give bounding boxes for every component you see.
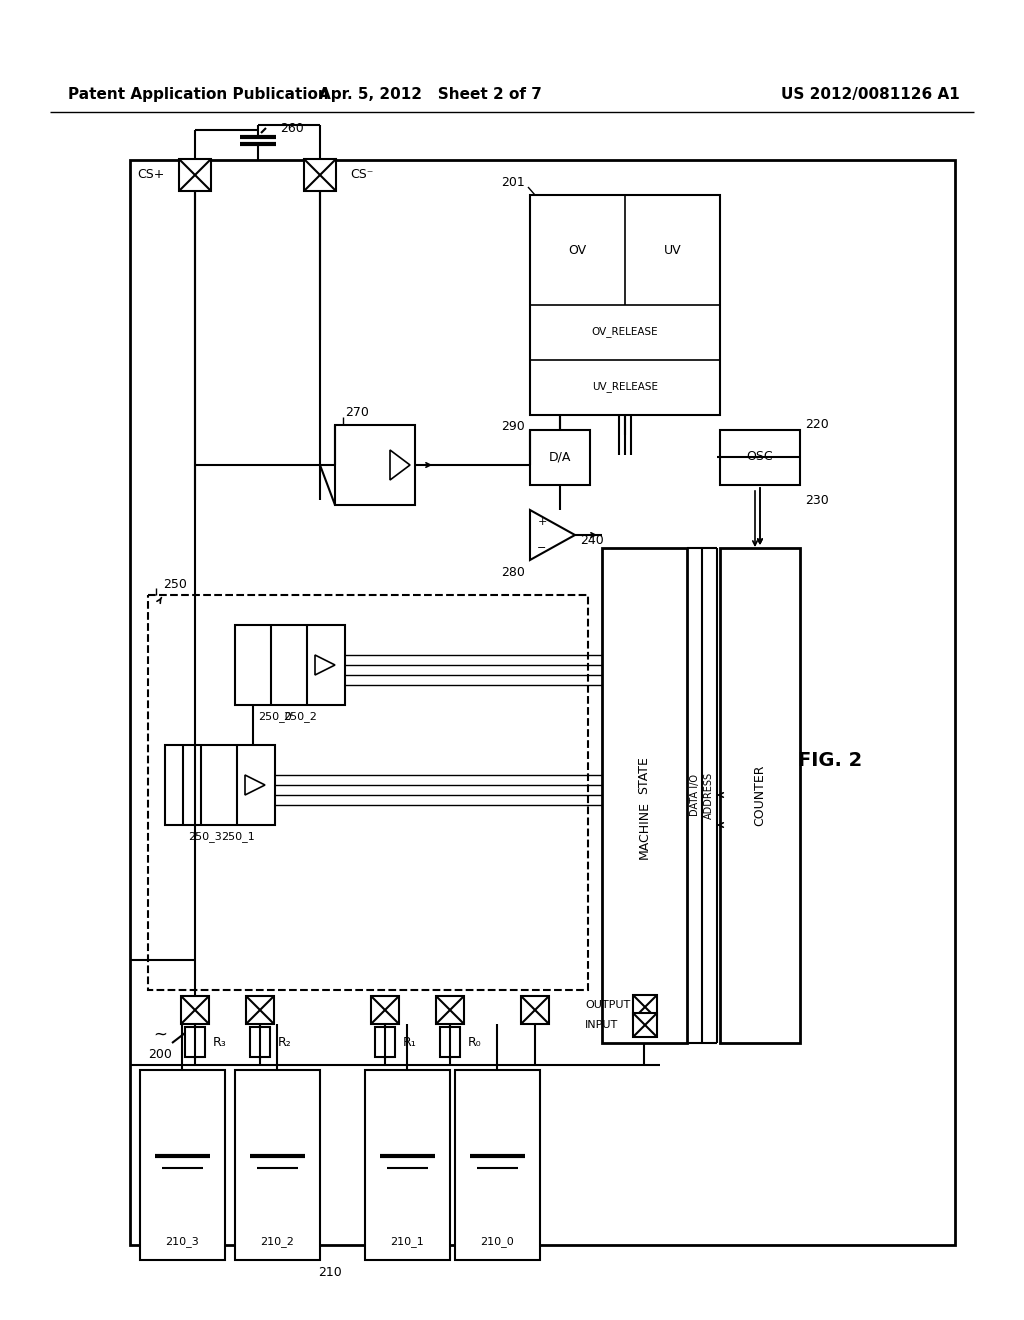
Polygon shape: [390, 450, 410, 480]
Text: 280: 280: [501, 565, 525, 578]
Bar: [720, 548, 800, 1043]
Text: 250: 250: [163, 578, 186, 591]
Text: 210_2: 210_2: [260, 1237, 294, 1247]
Text: R₀: R₀: [468, 1035, 481, 1048]
Bar: [602, 548, 687, 1043]
Text: 260: 260: [280, 121, 304, 135]
Text: 210: 210: [318, 1266, 342, 1279]
Text: COUNTER: COUNTER: [754, 764, 767, 826]
Text: MACHINE: MACHINE: [638, 801, 650, 859]
Polygon shape: [530, 510, 575, 560]
Text: OSC: OSC: [746, 450, 773, 463]
Text: 210_1: 210_1: [390, 1237, 424, 1247]
Text: OV_RELEASE: OV_RELEASE: [592, 326, 658, 338]
Text: −: −: [538, 543, 547, 553]
Polygon shape: [315, 655, 335, 675]
Text: R₂: R₂: [278, 1035, 292, 1048]
Bar: [234, 1071, 319, 1261]
Text: 250_1: 250_1: [221, 832, 255, 842]
Text: OUTPUT: OUTPUT: [585, 1001, 630, 1010]
Bar: [455, 1071, 540, 1261]
Bar: [335, 425, 415, 506]
Text: 210_3: 210_3: [165, 1237, 199, 1247]
Text: 290: 290: [502, 421, 525, 433]
Bar: [365, 1071, 450, 1261]
Text: D/A: D/A: [549, 450, 571, 463]
Bar: [234, 624, 345, 705]
Text: UV_RELEASE: UV_RELEASE: [592, 381, 658, 392]
Bar: [633, 1012, 657, 1038]
Text: INPUT: INPUT: [585, 1020, 618, 1030]
Text: DATA I/O: DATA I/O: [690, 774, 700, 816]
Text: 210_0: 210_0: [480, 1237, 514, 1247]
Bar: [181, 997, 209, 1024]
Bar: [436, 997, 464, 1024]
Text: R₃: R₃: [213, 1035, 226, 1048]
Text: ~: ~: [153, 1026, 167, 1044]
Text: 240: 240: [580, 533, 604, 546]
Bar: [375, 1027, 395, 1057]
Bar: [720, 430, 800, 484]
Bar: [179, 158, 211, 191]
Text: 200: 200: [148, 1048, 172, 1061]
Bar: [633, 995, 657, 1019]
Bar: [246, 997, 274, 1024]
Text: CS+: CS+: [137, 169, 165, 181]
Bar: [185, 1027, 205, 1057]
Bar: [148, 595, 588, 990]
Bar: [530, 195, 720, 414]
Text: FIG. 2: FIG. 2: [798, 751, 862, 770]
Text: OV: OV: [568, 243, 586, 256]
Bar: [440, 1027, 460, 1057]
Text: 270: 270: [345, 407, 369, 420]
Text: R₁: R₁: [403, 1035, 417, 1048]
Bar: [250, 1027, 270, 1057]
Text: 201: 201: [502, 177, 525, 190]
Bar: [530, 430, 590, 484]
Bar: [371, 997, 399, 1024]
Text: US 2012/0081126 A1: US 2012/0081126 A1: [780, 87, 959, 103]
Text: Apr. 5, 2012   Sheet 2 of 7: Apr. 5, 2012 Sheet 2 of 7: [318, 87, 542, 103]
Text: 220: 220: [805, 418, 828, 432]
Text: 250_2: 250_2: [283, 711, 317, 722]
Text: UV: UV: [665, 243, 682, 256]
Text: STATE: STATE: [638, 756, 650, 793]
Text: 230: 230: [805, 494, 828, 507]
Bar: [304, 158, 336, 191]
Text: 250_0: 250_0: [258, 711, 292, 722]
Text: 250_3: 250_3: [188, 832, 222, 842]
Bar: [140, 1071, 225, 1261]
Text: CS⁻: CS⁻: [350, 169, 374, 181]
Text: ADDRESS: ADDRESS: [705, 771, 714, 818]
Bar: [165, 744, 275, 825]
Text: Patent Application Publication: Patent Application Publication: [68, 87, 329, 103]
Bar: [130, 160, 955, 1245]
Text: +: +: [538, 517, 547, 527]
Bar: [521, 997, 549, 1024]
Polygon shape: [245, 775, 265, 795]
